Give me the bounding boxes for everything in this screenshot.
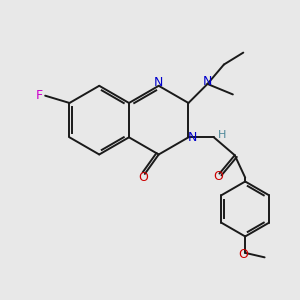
Text: O: O xyxy=(138,171,148,184)
Text: N: N xyxy=(154,76,164,89)
Text: N: N xyxy=(188,131,197,144)
Text: O: O xyxy=(238,248,248,261)
Text: H: H xyxy=(218,130,226,140)
Text: N: N xyxy=(203,75,212,88)
Text: F: F xyxy=(36,89,43,102)
Text: O: O xyxy=(213,170,223,183)
